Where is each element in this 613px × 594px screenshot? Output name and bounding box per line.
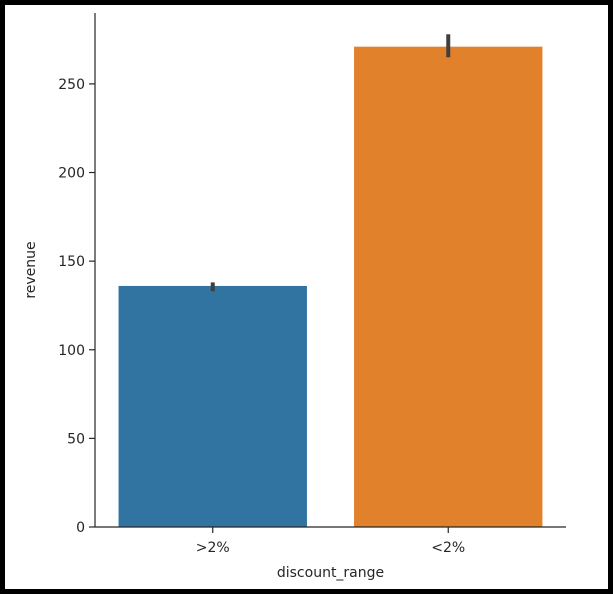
x-axis-label: discount_range: [277, 565, 384, 581]
y-tick-label-2: 100: [58, 343, 85, 359]
bar-0: [118, 285, 307, 527]
chart-figure: 0 50 100 150 200 250 >2% <2% discount_range re…: [5, 5, 608, 589]
y-tick-label-5: 250: [58, 77, 85, 93]
bar-chart: 0 50 100 150 200 250 >2% <2% discount_range re…: [23, 13, 566, 581]
y-tick-label-3: 150: [58, 254, 85, 270]
y-tick-label-0: 0: [76, 520, 85, 536]
y-axis-label: revenue: [23, 241, 39, 298]
axes-layer: [94, 13, 566, 528]
bars-layer: [118, 46, 543, 527]
error-bars-layer: [210, 34, 451, 292]
y-ticks: 0 50 100 150 200 250: [58, 77, 95, 536]
y-tick-label-4: 200: [58, 166, 85, 182]
bar-1: [354, 46, 543, 527]
x-tick-label-1: <2%: [431, 540, 465, 556]
y-tick-label-1: 50: [67, 431, 85, 447]
x-tick-label-0: >2%: [196, 540, 230, 556]
x-ticks: >2% <2%: [196, 527, 465, 556]
